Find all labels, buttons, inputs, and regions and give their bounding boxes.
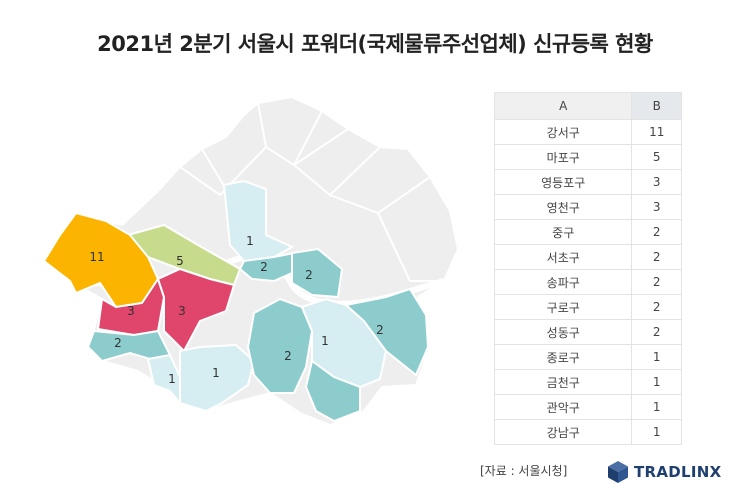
table-row: 구로구 2 (493, 294, 682, 320)
map-value-label: 2 (284, 349, 292, 363)
table-row: 영등포구 3 (493, 169, 682, 195)
table-row: 강서구 11 (493, 119, 682, 145)
table-cell-district: 관악구 (493, 394, 633, 420)
map-region-jongno (222, 179, 295, 263)
table-cell-district: 송파구 (493, 269, 633, 295)
table-header-row: A B (493, 92, 682, 120)
table-cell-count: 1 (631, 419, 682, 445)
table-cell-count: 3 (631, 169, 682, 195)
chart-title: 2021년 2분기 서울시 포워더(국제물류주선업체) 신규등록 현황 (97, 32, 653, 56)
map-value-label: 2 (260, 260, 268, 274)
table-cell-count: 11 (631, 119, 682, 145)
map-grey-border-4 (179, 146, 267, 197)
table-cell-count: 1 (631, 344, 682, 370)
table-cell-district: 중구 (493, 219, 633, 245)
map-region-seongdong (291, 247, 344, 299)
map-value-label: 2 (305, 268, 313, 282)
table-cell-district: 금천구 (493, 369, 633, 395)
logo-text: TRADLINX (634, 463, 722, 481)
table-cell-district: 강서구 (493, 119, 633, 145)
table-cell-count: 2 (631, 219, 682, 245)
table-cell-count: 1 (631, 394, 682, 420)
map-value-label: 1 (321, 334, 329, 348)
table-row: 종로구 1 (493, 344, 682, 370)
seoul-map: 11 5 3 3 2 2 2 2 2 1 1 1 1 (30, 85, 490, 455)
tradlinx-cube-icon (608, 461, 628, 483)
table-row: 강남구 1 (493, 419, 682, 445)
table-cell-district: 성동구 (493, 319, 633, 345)
table-cell-count: 2 (631, 319, 682, 345)
table-header-b: B (631, 92, 682, 120)
map-value-label: 3 (127, 304, 135, 318)
table-row: 중구 2 (493, 219, 682, 245)
map-grey-border-3 (329, 176, 444, 282)
table-cell-district: 마포구 (493, 144, 633, 170)
map-region-jung (238, 251, 296, 283)
table-cell-count: 3 (631, 194, 682, 220)
map-value-label: 1 (212, 366, 220, 380)
table-cell-count: 2 (631, 294, 682, 320)
table-cell-count: 5 (631, 144, 682, 170)
map-region-songpa (343, 287, 430, 377)
table-cell-district: 구로구 (493, 294, 633, 320)
source-note: [자료 : 서울시청] (480, 464, 568, 478)
table-row: 금천구 1 (493, 369, 682, 395)
map-value-label: 2 (376, 323, 384, 337)
table-cell-district: 강남구 (493, 419, 633, 445)
table-header-a: A (493, 92, 633, 120)
table-row: 마포구 5 (493, 144, 682, 170)
map-value-label: 1 (168, 372, 176, 386)
table-cell-district: 종로구 (493, 344, 633, 370)
map-region-gangnam (300, 297, 388, 389)
table-cell-count: 2 (631, 269, 682, 295)
map-region-seocho (246, 297, 314, 394)
map-value-label: 1 (246, 234, 254, 248)
data-table: A B 강서구 11 마포구 5 영등포구 3 영천구 3 중구 2 서초구 2 송파구 2 … (493, 92, 682, 445)
map-region-mapo (126, 223, 242, 287)
table-cell-district: 영등포구 (493, 169, 633, 195)
table-row: 서초구 2 (493, 244, 682, 270)
map-value-label: 2 (114, 336, 122, 350)
map-value-label: 3 (178, 304, 186, 318)
map-value-label: 11 (89, 250, 104, 264)
table-row: 영천구 3 (493, 194, 682, 220)
table-cell-count: 1 (631, 369, 682, 395)
map-value-label: 5 (176, 254, 184, 268)
tradlinx-logo: TRADLINX (606, 460, 722, 484)
table-row: 송파구 2 (493, 269, 682, 295)
table-row: 관악구 1 (493, 394, 682, 420)
map-grey-border-1 (257, 102, 323, 167)
map-region-gwanak (179, 343, 256, 413)
table-row: 성동구 2 (493, 319, 682, 345)
map-region-yeongdeungpo (156, 267, 236, 353)
table-cell-district: 영천구 (493, 194, 633, 220)
table-cell-district: 서초구 (493, 244, 633, 270)
map-region-gangnam-lower (304, 359, 361, 423)
table-cell-count: 2 (631, 244, 682, 270)
